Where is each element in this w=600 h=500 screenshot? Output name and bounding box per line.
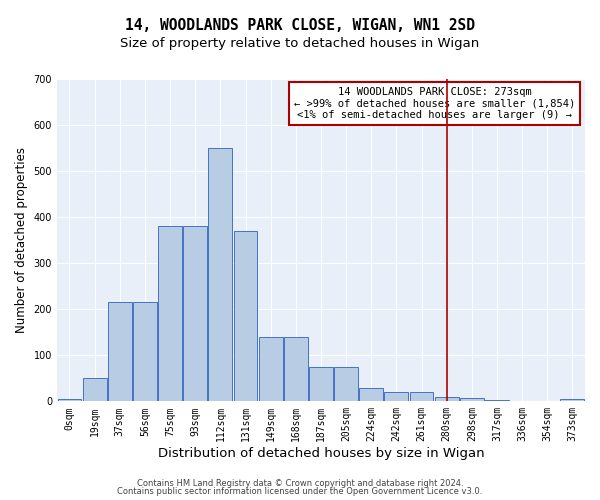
- Bar: [158, 226, 182, 402]
- Bar: [208, 148, 232, 402]
- Bar: [359, 388, 383, 402]
- Bar: [410, 392, 433, 402]
- Bar: [183, 226, 207, 402]
- Text: Size of property relative to detached houses in Wigan: Size of property relative to detached ho…: [121, 38, 479, 51]
- Text: 14, WOODLANDS PARK CLOSE, WIGAN, WN1 2SD: 14, WOODLANDS PARK CLOSE, WIGAN, WN1 2SD: [125, 18, 475, 32]
- Text: Contains HM Land Registry data © Crown copyright and database right 2024.: Contains HM Land Registry data © Crown c…: [137, 478, 463, 488]
- Bar: [233, 231, 257, 402]
- Bar: [133, 302, 157, 402]
- Bar: [435, 396, 458, 402]
- Bar: [259, 337, 283, 402]
- Bar: [560, 399, 584, 402]
- Bar: [385, 392, 409, 402]
- Bar: [460, 398, 484, 402]
- Bar: [309, 367, 333, 402]
- Y-axis label: Number of detached properties: Number of detached properties: [15, 147, 28, 333]
- Text: Contains public sector information licensed under the Open Government Licence v3: Contains public sector information licen…: [118, 487, 482, 496]
- Text: 14 WOODLANDS PARK CLOSE: 273sqm
← >99% of detached houses are smaller (1,854)
<1: 14 WOODLANDS PARK CLOSE: 273sqm ← >99% o…: [294, 87, 575, 120]
- Bar: [108, 302, 132, 402]
- X-axis label: Distribution of detached houses by size in Wigan: Distribution of detached houses by size …: [158, 447, 484, 460]
- Bar: [58, 399, 82, 402]
- Bar: [83, 378, 107, 402]
- Bar: [485, 400, 509, 402]
- Bar: [334, 367, 358, 402]
- Bar: [284, 337, 308, 402]
